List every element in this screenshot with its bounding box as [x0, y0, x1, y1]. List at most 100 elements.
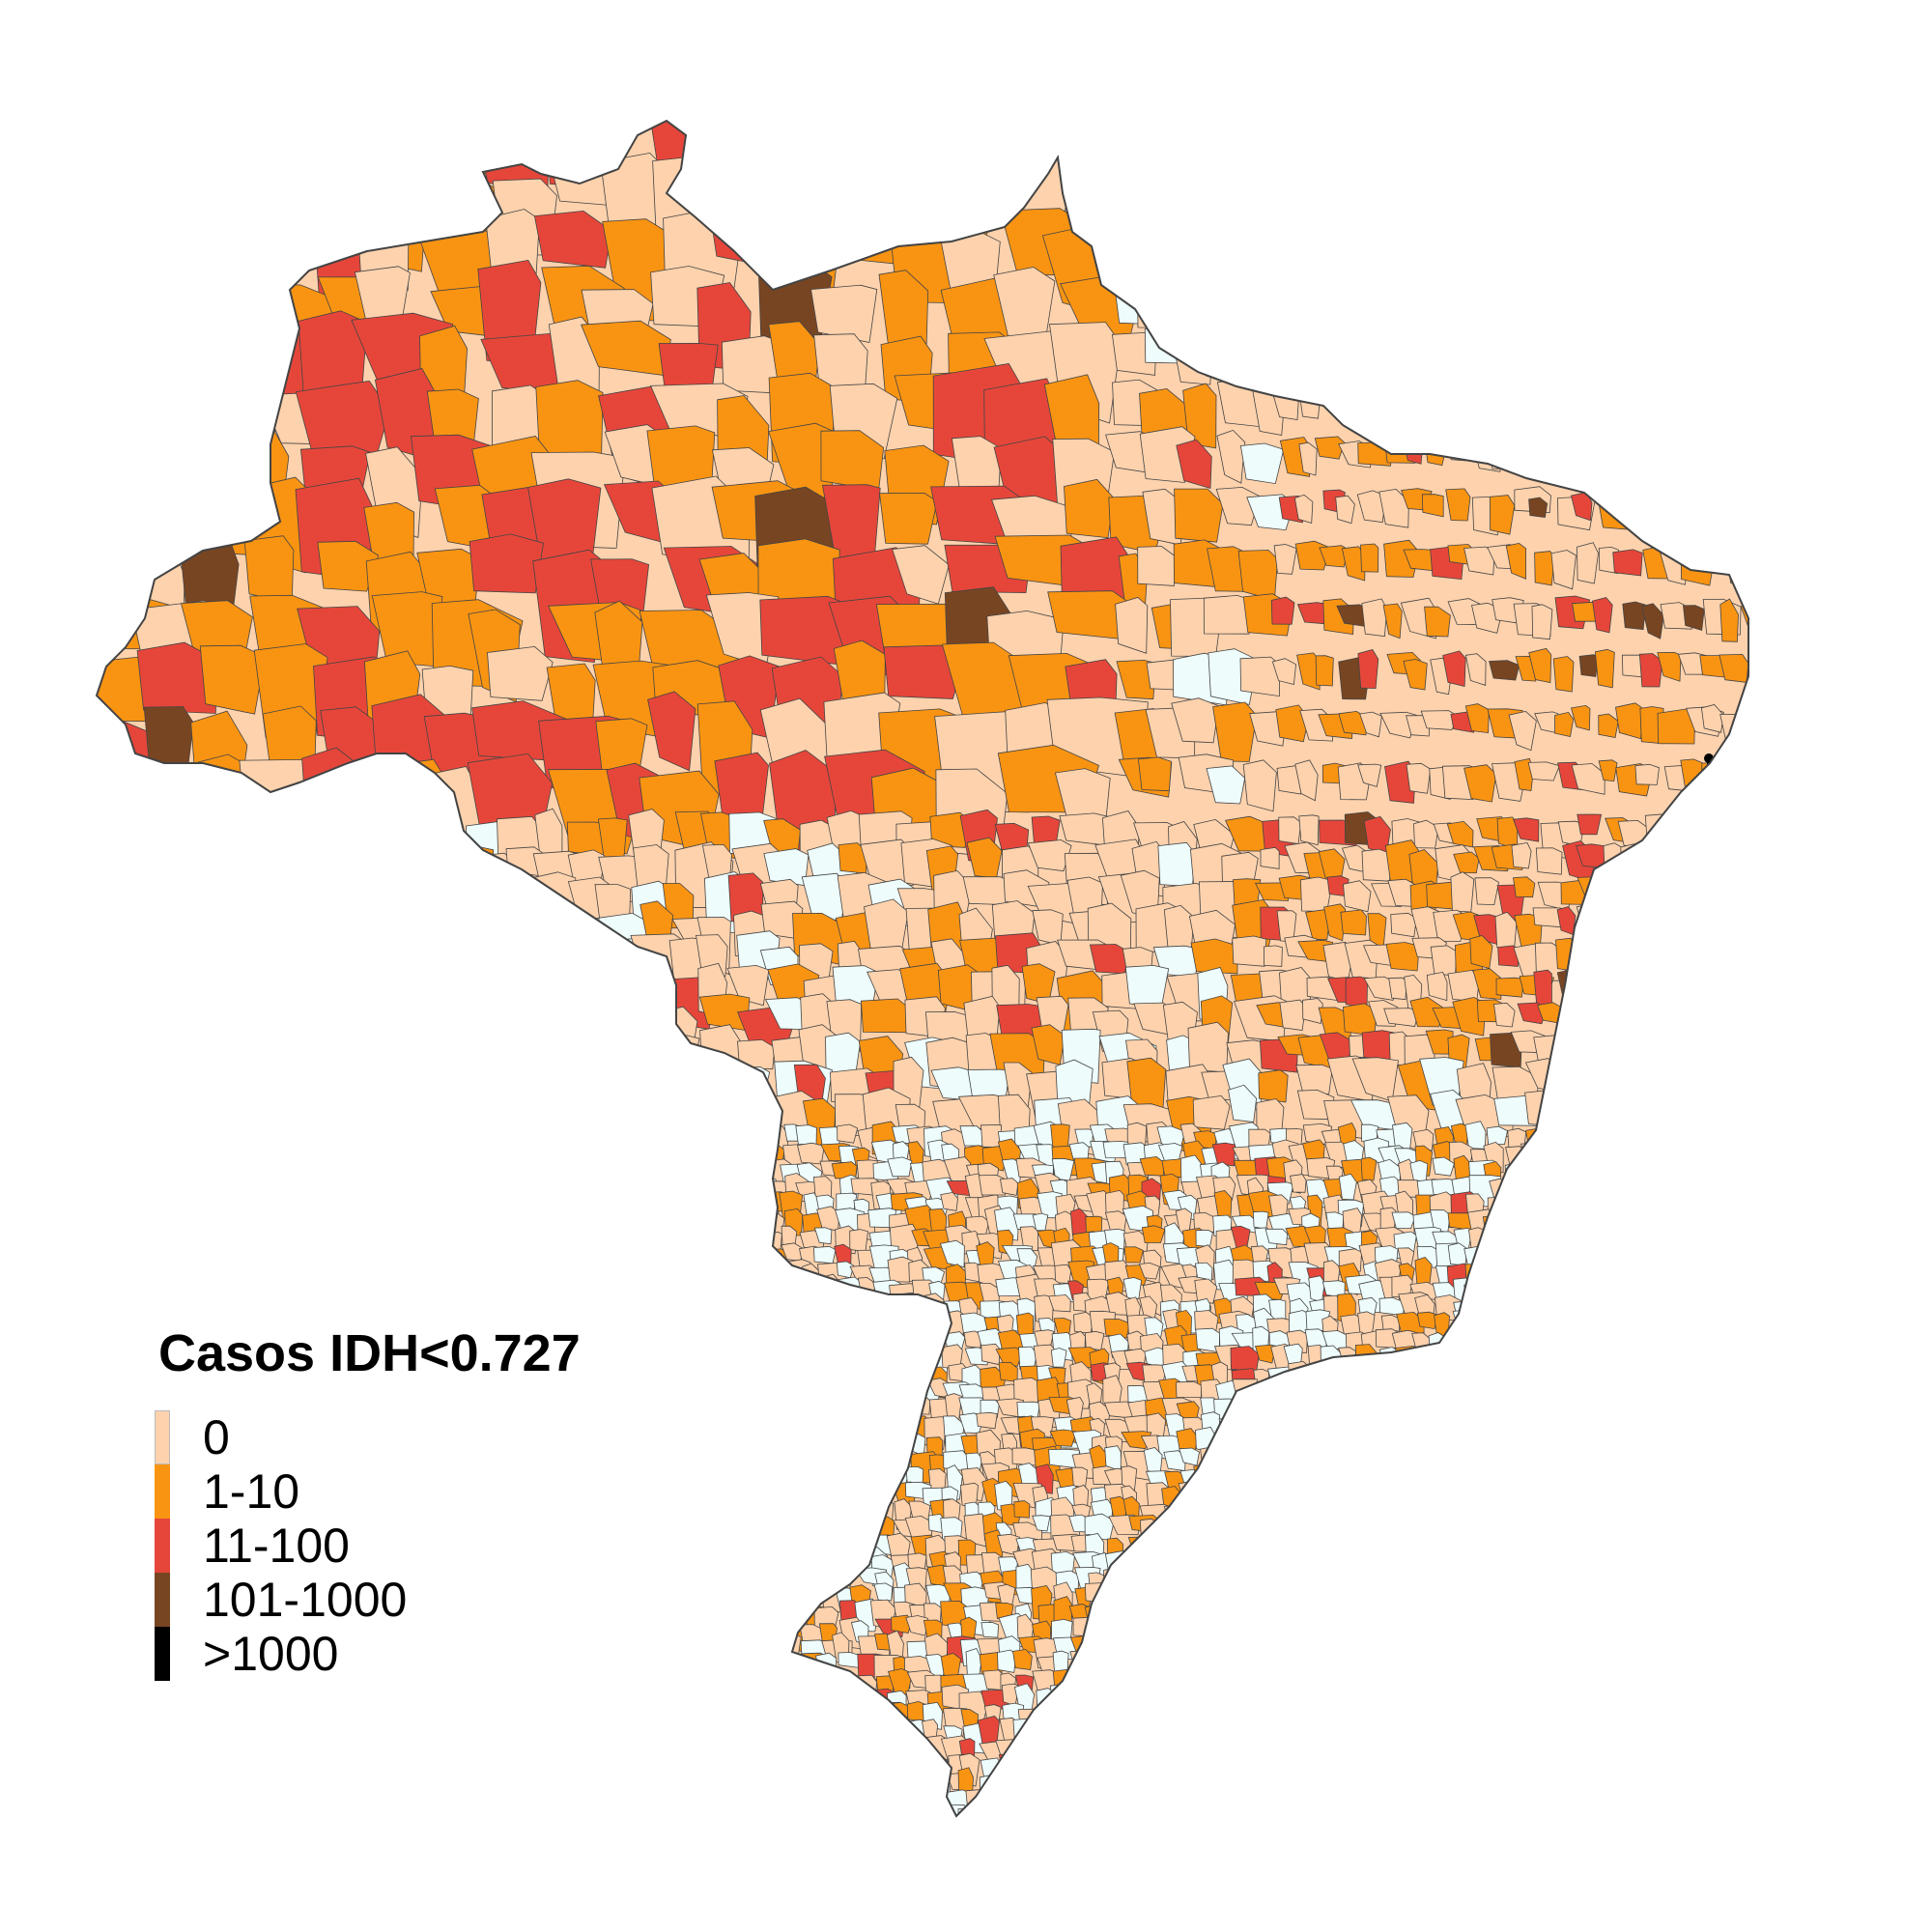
municipality-cell-2024: [1703, 1259, 1725, 1286]
municipality-cell-4437: [1139, 1705, 1173, 1740]
municipality-cell-1186: [152, 1125, 178, 1149]
municipality-cell-1021: [182, 1025, 227, 1072]
municipality-cell-2668: [1453, 1382, 1486, 1412]
municipality-cell-1868: [580, 1245, 612, 1264]
municipality-cell-3037: [1323, 1451, 1351, 1473]
municipality-cell-3153: [1718, 1466, 1739, 1488]
municipality-cell-706: [1511, 841, 1532, 869]
municipality-cell-4939: [1723, 1791, 1745, 1811]
municipality-cell-2450: [909, 1350, 937, 1373]
municipality-cell-2858: [1485, 1416, 1510, 1436]
municipality-cell-3902: [1663, 1599, 1685, 1631]
municipality-cell-4569: [127, 1743, 150, 1762]
municipality-cell-4318: [689, 1686, 709, 1715]
municipality-cell-3661: [706, 1572, 733, 1592]
municipality-cell-894: [1683, 941, 1710, 968]
municipality-cell-1651: [1754, 1195, 1775, 1226]
municipality-cell-4901: [1035, 1787, 1062, 1808]
municipality-cell-1755: [238, 1232, 258, 1260]
municipality-cell-1669: [384, 1212, 410, 1239]
municipality-cell-311: [1535, 433, 1561, 477]
municipality-cell-3384: [795, 1515, 819, 1535]
municipality-cell-1772: [543, 1225, 570, 1253]
municipality-cell-3593: [1179, 1549, 1212, 1573]
municipality-cell-712: [1642, 845, 1673, 874]
municipality-cell-1082: [210, 1063, 258, 1098]
municipality-cell-1293: [383, 1143, 412, 1176]
municipality-cell-4510: [765, 1719, 791, 1741]
municipality-cell-4777: [495, 1770, 517, 1790]
municipality-cell-2684: [1737, 1379, 1748, 1416]
municipality-cell-2216: [97, 1317, 105, 1351]
municipality-cell-1303: [565, 1146, 592, 1169]
municipality-cell-1936: [109, 1264, 137, 1295]
municipality-cell-3096: [691, 1468, 723, 1503]
municipality-cell-4262: [1378, 1669, 1394, 1699]
municipality-cell-4757: [127, 1772, 155, 1807]
municipality-cell-667: [376, 855, 431, 898]
municipality-cell-553: [134, 765, 203, 831]
municipality-cell-4625: [1142, 1735, 1169, 1763]
municipality-cell-2773: [1651, 1398, 1683, 1417]
municipality-cell-909: [436, 963, 471, 1013]
municipality-cell-3423: [1508, 1515, 1529, 1538]
municipality-cell-3103: [820, 1466, 849, 1498]
municipality-cell-2824: [867, 1416, 893, 1443]
municipality-cell-4418: [799, 1705, 822, 1728]
municipality-cell-3991: [1579, 1614, 1612, 1641]
municipality-cell-1393: [491, 1162, 518, 1185]
municipality-cell-4726: [1268, 1757, 1298, 1791]
municipality-cell-4660: [97, 1754, 99, 1780]
municipality-cell-4917: [1325, 1789, 1356, 1816]
municipality-cell-1467: [134, 1171, 167, 1203]
municipality-cell-2023: [1683, 1266, 1702, 1301]
municipality-cell-4292: [221, 1691, 247, 1719]
municipality-cell-2495: [1720, 1346, 1739, 1366]
municipality-cell-4075: [1398, 1639, 1428, 1664]
municipality-cell-1134: [205, 1094, 260, 1147]
municipality-cell-3666: [801, 1569, 824, 1598]
municipality-cell-3908: [97, 1619, 105, 1655]
municipality-cell-4958: [364, 1803, 393, 1816]
municipality-cell-2293: [1465, 1310, 1490, 1338]
municipality-cell-3516: [1485, 1533, 1503, 1567]
municipality-cell-4888: [799, 1794, 826, 1816]
municipality-cell-3313: [1216, 1495, 1246, 1517]
municipality-cell-274: [1725, 378, 1748, 414]
municipality-cell-1561: [132, 1194, 155, 1221]
municipality-cell-3159: [134, 1485, 155, 1510]
municipality-cell-4670: [255, 1754, 281, 1780]
municipality-cell-4301: [382, 1688, 413, 1713]
municipality-cell-533: [1359, 711, 1382, 738]
municipality-cell-2757: [1358, 1403, 1381, 1421]
municipality-cell-1945: [278, 1261, 295, 1292]
municipality-cell-4981: [782, 1804, 810, 1816]
municipality-cell-263: [1488, 387, 1527, 414]
municipality-cell-4666: [185, 1754, 210, 1782]
municipality-cell-4261: [1361, 1673, 1379, 1697]
municipality-cell-3507: [1325, 1536, 1345, 1557]
municipality-cell-1011: [1621, 1000, 1649, 1021]
municipality-cell-892: [1646, 945, 1680, 977]
municipality-cell-4415: [743, 1705, 760, 1724]
municipality-cell-4062: [1159, 1639, 1190, 1660]
municipality-cell-1659: [200, 1209, 226, 1244]
municipality-cell-4528: [1085, 1724, 1111, 1747]
municipality-cell-3052: [1597, 1450, 1624, 1468]
municipality-cell-1863: [494, 1241, 510, 1266]
municipality-cell-2012: [1483, 1263, 1510, 1285]
municipality-cell-2043: [351, 1283, 376, 1306]
municipality-cell-4302: [404, 1682, 423, 1703]
municipality-cell-2132: [260, 1295, 293, 1316]
municipality-cell-456: [1683, 605, 1705, 632]
municipality-cell-355: [1489, 495, 1516, 535]
municipality-cell-1851: [276, 1244, 304, 1267]
municipality-cell-2670: [1487, 1378, 1512, 1406]
municipality-cell-2065: [749, 1276, 775, 1309]
municipality-cell-4273: [1573, 1673, 1605, 1706]
municipality-cell-170: [1467, 269, 1502, 309]
municipality-cell-4792: [760, 1770, 785, 1797]
municipality-cell-893: [1667, 938, 1705, 979]
municipality-cell-4848: [77, 1791, 94, 1822]
municipality-cell-4339: [1071, 1689, 1090, 1712]
